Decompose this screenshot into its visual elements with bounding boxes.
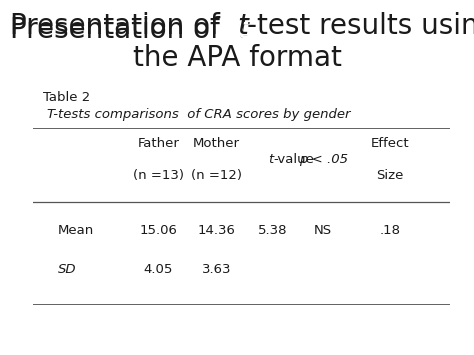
Text: 4.05: 4.05 [144, 263, 173, 276]
Text: p < .05: p < .05 [299, 153, 347, 166]
Text: t: t [237, 16, 248, 44]
Text: t: t [268, 153, 273, 166]
Text: Mother: Mother [193, 137, 240, 150]
Text: Size: Size [376, 169, 403, 182]
Text: t: t [237, 12, 248, 40]
Text: SD: SD [58, 263, 77, 276]
Text: 14.36: 14.36 [198, 224, 236, 237]
Text: -value: -value [273, 153, 314, 166]
Text: the APA format: the APA format [133, 44, 341, 72]
Text: 3.63: 3.63 [202, 263, 231, 276]
Text: Mean: Mean [58, 224, 94, 237]
Text: T-tests comparisons  of CRA scores by gender: T-tests comparisons of CRA scores by gen… [47, 108, 351, 121]
Text: t: t [237, 16, 248, 44]
Text: .18: .18 [379, 224, 401, 237]
Text: Father: Father [137, 137, 179, 150]
Text: t-test results using: t-test results using [237, 16, 474, 44]
Text: (n =12): (n =12) [191, 169, 242, 182]
Text: NS: NS [314, 224, 332, 237]
Text: Effect: Effect [371, 137, 409, 150]
Text: Table 2: Table 2 [43, 91, 90, 104]
Text: 15.06: 15.06 [139, 224, 177, 237]
Text: Presentation of: Presentation of [9, 12, 237, 40]
Text: 5.38: 5.38 [258, 224, 288, 237]
Text: -test results using: -test results using [247, 12, 474, 40]
Text: (n =13): (n =13) [133, 169, 184, 182]
Text: Presentation of: Presentation of [9, 16, 237, 44]
